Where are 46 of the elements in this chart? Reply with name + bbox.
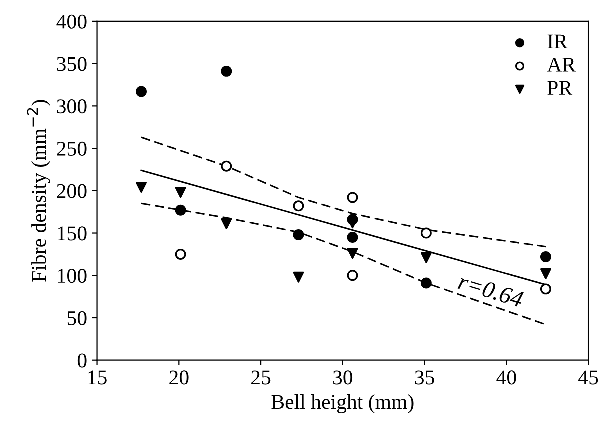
point [175, 204, 186, 216]
point [420, 252, 432, 264]
y-tick-label: 300 [57, 100, 87, 114]
point [347, 218, 358, 229]
point [221, 218, 232, 230]
line-series [140, 202, 547, 326]
point [293, 229, 304, 240]
legend-label: IR [548, 34, 568, 49]
point [347, 232, 358, 243]
x-tick-label: 35 [415, 370, 434, 385]
y-tick-label: 0 [78, 354, 87, 368]
point [293, 272, 304, 283]
annotation: r=0.64 [458, 274, 524, 308]
point [420, 278, 432, 289]
point [136, 182, 147, 194]
point [293, 200, 304, 212]
point [221, 66, 232, 77]
y-tick-label: 100 [58, 269, 87, 284]
point [136, 86, 147, 98]
line-series [140, 136, 547, 248]
point [420, 228, 432, 239]
x-tick-label: 40 [496, 370, 516, 385]
x-tick-label: 45 [578, 370, 598, 385]
y-tick-label: 400 [56, 14, 87, 29]
point [347, 192, 358, 204]
point [540, 268, 552, 280]
point [540, 284, 552, 295]
point [175, 187, 186, 198]
y-tick-label: 250 [57, 142, 87, 156]
y-tick-label: 200 [57, 184, 87, 198]
x-axis-title: Bell height (mm) [272, 394, 414, 414]
point [347, 270, 358, 282]
x-tick-label: 15 [88, 370, 107, 385]
point [347, 248, 358, 260]
y-tick-label: 50 [68, 311, 87, 326]
y-tick-label: 150 [58, 226, 87, 241]
x-tick-label: 30 [333, 370, 353, 385]
y-axis-title: Fibre density (mm$^{−2}$) [27, 100, 51, 282]
y-tick-label: 350 [57, 57, 87, 72]
point [221, 160, 232, 172]
legend-label: AR [547, 58, 576, 72]
point [175, 248, 186, 260]
point [540, 252, 552, 262]
x-tick-label: 20 [170, 370, 189, 385]
x-tick-label: 25 [252, 370, 271, 385]
legend-label: PR [548, 81, 573, 95]
